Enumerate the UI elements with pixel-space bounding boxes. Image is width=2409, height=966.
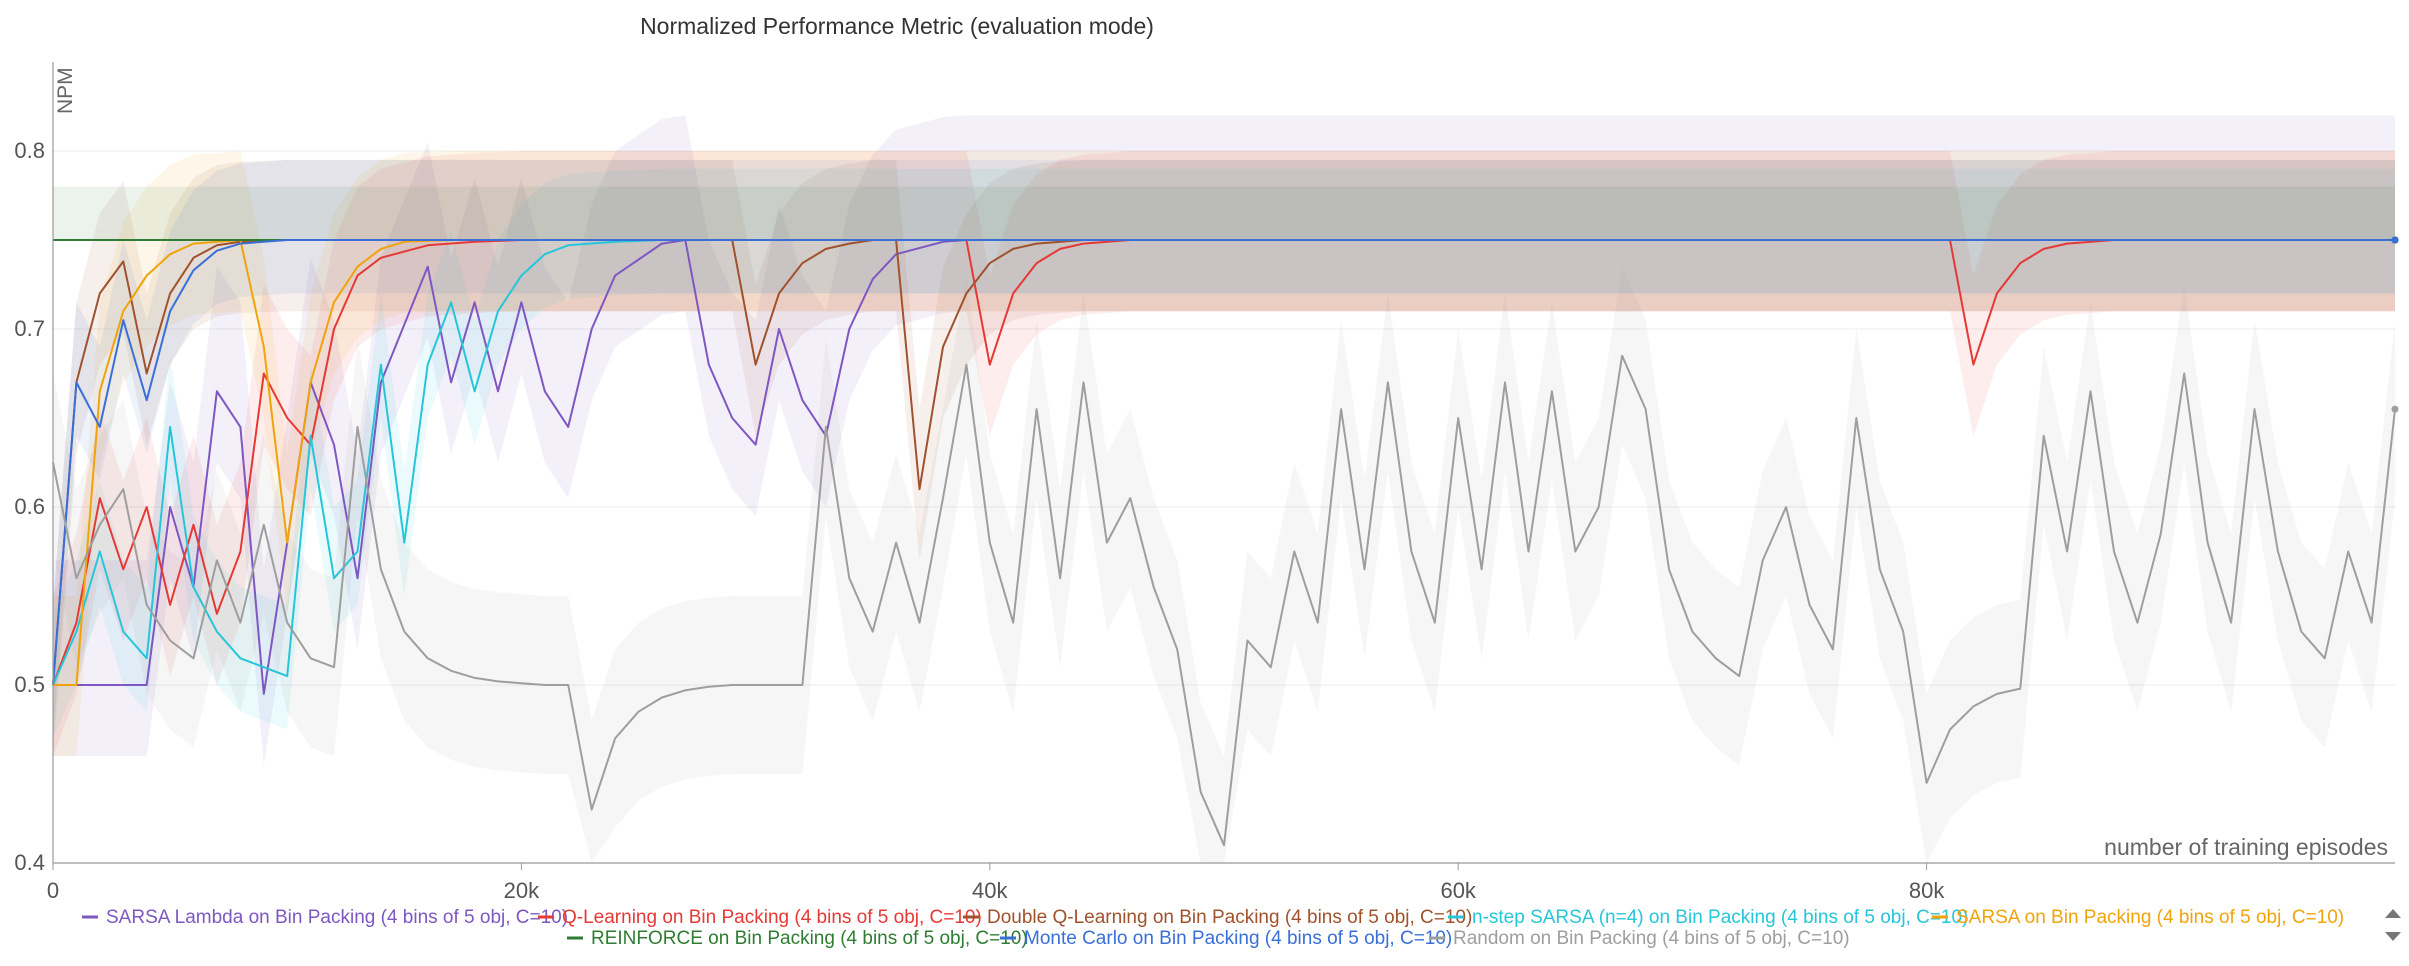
y-tick-label: 0.5 <box>14 672 45 697</box>
y-tick-label: 0.7 <box>14 316 45 341</box>
confidence-bands <box>53 115 2395 863</box>
x-tick-label: 0 <box>47 878 59 903</box>
y-tick-label: 0.6 <box>14 494 45 519</box>
series-line-4[interactable] <box>53 239 2395 686</box>
series-band-4 <box>53 151 2395 757</box>
series-band-5 <box>53 186 2395 240</box>
legend-scroll-control[interactable] <box>2385 909 2401 941</box>
series-end-point-6 <box>2391 236 2399 244</box>
x-tick-label: 80k <box>1909 878 1945 903</box>
x-tick-label: 60k <box>1440 878 1476 903</box>
legend-entry[interactable]: SARSA Lambda on Bin Packing (4 bins of 5… <box>106 907 568 928</box>
series-line-3[interactable] <box>52 239 2395 686</box>
legend-entry[interactable]: Q-Learning on Bin Packing (4 bins of 5 o… <box>562 907 982 928</box>
series-band-2 <box>53 159 2395 757</box>
chart-title: Normalized Performance Metric (evaluatio… <box>640 13 1154 39</box>
series-band-3 <box>53 168 2395 739</box>
legend-entry[interactable]: Monte Carlo on Bin Packing (4 bins of 5 … <box>1024 928 1452 949</box>
series-end-point-7 <box>2391 405 2399 413</box>
series-band-1 <box>53 151 2395 757</box>
legend-entry[interactable]: Double Q-Learning on Bin Packing (4 bins… <box>987 907 1472 928</box>
legend: SARSA Lambda on Bin Packing (4 bins of 5… <box>82 907 2344 949</box>
series-line-6[interactable] <box>52 239 2395 686</box>
series-band-7 <box>53 266 2395 863</box>
scroll-up-arrow-icon[interactable] <box>2385 909 2401 918</box>
y-axis-label: NPM <box>54 67 77 114</box>
series-line-0[interactable] <box>53 239 2395 695</box>
legend-entry[interactable]: SARSA on Bin Packing (4 bins of 5 obj, C… <box>1956 907 2344 928</box>
series-band-6 <box>53 159 2395 739</box>
x-tick-label: 40k <box>972 878 1008 903</box>
legend-entry[interactable]: REINFORCE on Bin Packing (4 bins of 5 ob… <box>591 928 1028 949</box>
y-tick-label: 0.8 <box>14 138 45 163</box>
legend-entry[interactable]: n-step SARSA (n=4) on Bin Packing (4 bin… <box>1472 907 1968 928</box>
series-band-0 <box>53 115 2395 766</box>
x-axis-label: number of training episodes <box>2104 834 2388 860</box>
y-tick-label: 0.4 <box>14 850 45 875</box>
scroll-down-arrow-icon[interactable] <box>2385 932 2401 941</box>
series-lines <box>52 236 2399 847</box>
series-line-7[interactable] <box>52 354 2396 847</box>
series-line-2[interactable] <box>52 239 2395 686</box>
legend-entry[interactable]: Random on Bin Packing (4 bins of 5 obj, … <box>1453 928 1850 949</box>
x-tick-label: 20k <box>504 878 540 903</box>
axes: 0.4 0.5 0.6 0.7 0.8 0 20k 40k 60k 80k <box>14 62 2395 903</box>
